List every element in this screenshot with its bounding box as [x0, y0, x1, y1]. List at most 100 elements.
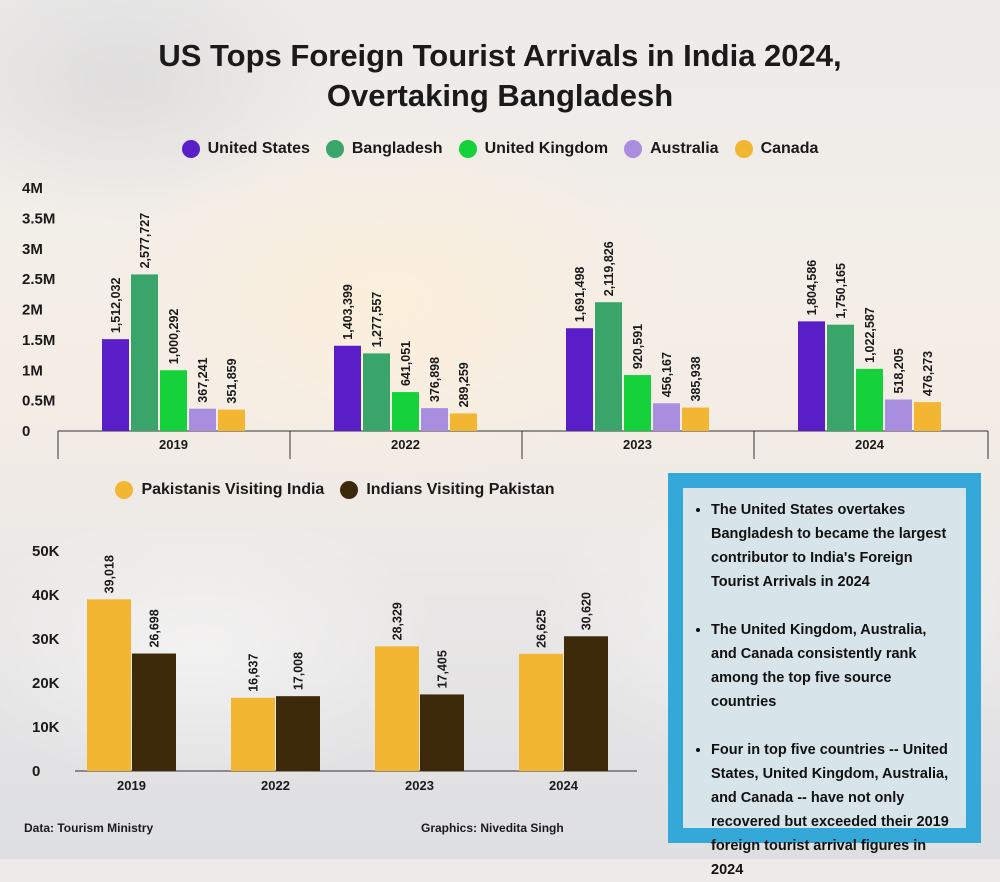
title-line-1: US Tops Foreign Tourist Arrivals in Indi…	[158, 38, 842, 73]
finding-item: The United Kingdom, Australia, and Canad…	[711, 618, 954, 714]
bar-indians-visiting-pakistan-2019	[132, 653, 176, 771]
legend-label: United Kingdom	[484, 140, 609, 157]
bar-indians-visiting-pakistan-2024	[564, 636, 608, 771]
data-label: 289,259	[457, 362, 471, 407]
credit-note: Graphics: Nivedita Singh	[421, 821, 564, 835]
y-tick-label: 0.5M	[22, 393, 55, 410]
data-label: 26,625	[535, 610, 549, 648]
legend-item-united-kingdom: United Kingdom	[458, 140, 609, 158]
legend-pakistan-chart: Pakistanis Visiting India Indians Visitin…	[0, 481, 670, 499]
bar-bangladesh-2023	[595, 302, 622, 431]
bar-canada-2023	[682, 407, 709, 431]
data-label: 2,119,826	[602, 241, 616, 296]
legend-label: Pakistanis Visiting India	[141, 481, 325, 498]
legend-swatch	[325, 140, 344, 158]
legend-swatch	[458, 140, 477, 158]
bar-united-kingdom-2022	[392, 392, 419, 431]
legend-swatch	[115, 481, 134, 499]
data-label: 28,329	[391, 602, 405, 640]
data-label: 1,022,587	[863, 307, 877, 363]
bar-canada-2022	[450, 413, 477, 431]
bar-united-kingdom-2019	[160, 370, 187, 431]
bar-pakistanis-visiting-india-2019	[87, 599, 131, 771]
title-line-2: Overtaking Bangladesh	[326, 78, 674, 113]
bar-indians-visiting-pakistan-2022	[276, 696, 320, 771]
data-label: 2,577,727	[138, 213, 152, 269]
legend-swatch	[181, 140, 200, 158]
legend-swatch	[734, 140, 753, 158]
data-label: 30,620	[580, 592, 594, 630]
key-findings-box: The United States overtakes Bangladesh t…	[668, 473, 981, 878]
y-tick-label: 1M	[22, 362, 43, 379]
y-tick-label: 3M	[22, 241, 43, 258]
y-tick-label: 0	[22, 423, 30, 440]
y-tick-label: 2.5M	[22, 271, 55, 288]
key-findings-panel: The United States overtakes Bangladesh t…	[683, 488, 966, 878]
data-label: 376,898	[428, 357, 442, 402]
legend-label: Australia	[650, 140, 719, 157]
source-note: Data: Tourism Ministry	[24, 821, 154, 835]
x-tick-label: 2024	[549, 778, 579, 793]
data-label: 1,277,557	[370, 292, 384, 348]
legend-item-australia: Australia	[624, 140, 719, 158]
legend-label: Canada	[760, 140, 819, 157]
data-label: 456,167	[660, 352, 674, 397]
data-label: 1,512,032	[109, 277, 123, 333]
bar-bangladesh-2019	[131, 274, 158, 431]
bar-bangladesh-2024	[827, 324, 854, 431]
legend-item-united-states: United States	[181, 140, 310, 158]
finding-item: Four in top five countries -- United Sta…	[711, 738, 954, 882]
legend-item-indians-visiting-pakistan: Indians Visiting Pakistan	[340, 481, 555, 499]
legend-item-pakistanis-visiting-india: Pakistanis Visiting India	[115, 481, 324, 499]
data-label: 367,241	[196, 357, 210, 402]
data-label: 39,018	[103, 555, 117, 593]
india-pakistan-visitors-chart: 0 10K 20K 30K 40K 50K 39,018 26,698 2019 16,637 17…	[32, 543, 637, 793]
data-label: 1,804,586	[805, 260, 819, 316]
data-label: 16,637	[247, 654, 261, 692]
legend-country-chart: United States Bangladesh United Kingdom Aus…	[0, 140, 1000, 158]
legend-item-bangladesh: Bangladesh	[325, 140, 443, 158]
data-label: 351,859	[225, 358, 239, 403]
x-tick-label: 2023	[623, 437, 652, 452]
y-tick-label: 1.5M	[22, 332, 55, 349]
x-tick-label: 2019	[159, 437, 188, 452]
x-tick-label: 2019	[117, 778, 146, 793]
data-label: 1,691,498	[573, 267, 587, 323]
data-label: 1,403,399	[341, 284, 355, 340]
country-arrivals-chart: 0 0.5M 1M 1.5M 2M 2.5M 3M 3.5M 4M 1,512,032 2,577,…	[22, 180, 989, 459]
bar-australia-2022	[421, 408, 448, 431]
bar-canada-2024	[914, 402, 941, 431]
x-tick-label: 2022	[261, 778, 290, 793]
y-tick-label: 0	[32, 763, 40, 780]
y-tick-label: 50K	[32, 543, 60, 560]
y-tick-label: 30K	[32, 631, 60, 648]
data-label: 26,698	[148, 609, 162, 647]
bar-united-kingdom-2024	[856, 368, 883, 431]
bar-united-states-2022	[334, 345, 361, 431]
legend-label: Indians Visiting Pakistan	[366, 481, 555, 498]
y-tick-label: 10K	[32, 719, 60, 736]
y-tick-label: 20K	[32, 675, 60, 692]
bar-united-kingdom-2023	[624, 375, 651, 431]
bar-united-states-2019	[102, 339, 129, 431]
page-title: US Tops Foreign Tourist Arrivals in Indi…	[0, 36, 1000, 116]
x-tick-label: 2022	[391, 437, 420, 452]
y-tick-label: 4M	[22, 180, 43, 197]
y-tick-label: 2M	[22, 302, 43, 319]
x-tick-label: 2024	[855, 437, 885, 452]
legend-swatch	[624, 140, 643, 158]
data-label: 476,273	[921, 351, 935, 396]
bar-australia-2019	[189, 408, 216, 431]
bar-indians-visiting-pakistan-2023	[420, 694, 464, 771]
finding-item: The United States overtakes Bangladesh t…	[711, 498, 954, 594]
legend-label: Bangladesh	[351, 140, 443, 157]
legend-item-canada: Canada	[734, 140, 819, 158]
bar-australia-2023	[653, 403, 680, 431]
bar-pakistanis-visiting-india-2022	[231, 697, 275, 771]
data-label: 1,000,292	[167, 309, 181, 365]
bar-australia-2024	[885, 399, 912, 431]
y-tick-label: 40K	[32, 587, 60, 604]
bar-canada-2019	[218, 409, 245, 431]
x-tick-label: 2023	[405, 778, 434, 793]
data-label: 17,008	[292, 652, 306, 690]
